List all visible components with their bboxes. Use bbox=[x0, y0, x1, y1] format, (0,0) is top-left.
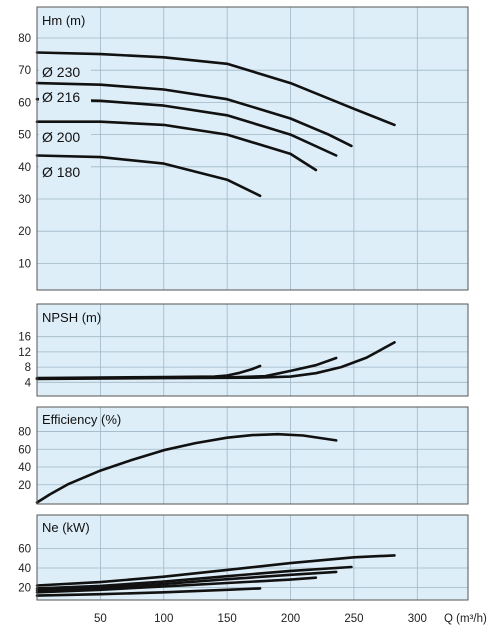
y-tick-label: 60 bbox=[18, 97, 31, 109]
plot-frame bbox=[36, 303, 469, 397]
y-tick-label: 20 bbox=[18, 480, 31, 492]
y-tick-label: 20 bbox=[18, 226, 31, 238]
plot-background bbox=[37, 304, 468, 396]
diameter-label-bg bbox=[39, 63, 91, 81]
y-tick-label: 40 bbox=[18, 162, 31, 174]
series-line bbox=[35, 565, 353, 590]
y-tick-label: 40 bbox=[18, 462, 31, 474]
plot-background bbox=[37, 407, 468, 504]
y-tick-label: 8 bbox=[25, 362, 31, 374]
panel-title: Hm (m) bbox=[42, 13, 85, 28]
diameter-label: Ø 200 bbox=[42, 129, 80, 145]
diameter-label: Ø 216 bbox=[42, 89, 80, 105]
head-panel: 10 20 30 40 50 60 70 80 Ø 230 Ø 216 Ø 200 Ø 180 Hm (… bbox=[18, 6, 469, 291]
plot-frame bbox=[36, 6, 469, 291]
series-line bbox=[35, 576, 318, 594]
y-tick-label: 60 bbox=[18, 444, 31, 456]
diameter-label-bg bbox=[39, 88, 91, 106]
y-tick-label: 30 bbox=[18, 194, 31, 206]
y-tick-label: 60 bbox=[18, 544, 31, 556]
y-tick-label: 16 bbox=[18, 332, 31, 344]
series-line bbox=[35, 570, 338, 592]
series-line bbox=[35, 341, 396, 381]
series-line bbox=[35, 154, 262, 198]
panel-title: Ne (kW) bbox=[42, 520, 90, 535]
y-tick-label: 40 bbox=[18, 563, 31, 575]
x-tick-label: 300 bbox=[408, 613, 427, 625]
y-tick-label: 80 bbox=[18, 427, 31, 439]
x-tick-label: 100 bbox=[154, 613, 173, 625]
y-tick-label: 4 bbox=[25, 377, 32, 389]
plot-background bbox=[37, 7, 468, 290]
x-tick-label: 150 bbox=[218, 613, 237, 625]
series-line bbox=[35, 432, 338, 504]
series-line bbox=[35, 554, 396, 587]
diameter-label-bg bbox=[39, 128, 91, 146]
npsh-panel: 4 8 12 16 NPSH (m) bbox=[18, 303, 469, 397]
diameter-label: Ø 180 bbox=[42, 164, 80, 180]
y-tick-label: 12 bbox=[18, 347, 31, 359]
x-tick-label: 50 bbox=[94, 613, 107, 625]
y-tick-label: 70 bbox=[18, 65, 31, 77]
x-tick-label: 250 bbox=[344, 613, 363, 625]
diameter-label: Ø 230 bbox=[42, 64, 80, 80]
series-line bbox=[35, 587, 262, 597]
x-tick-label: 200 bbox=[281, 613, 300, 625]
series-line bbox=[35, 51, 396, 127]
y-tick-label: 80 bbox=[18, 33, 31, 45]
y-tick-label: 20 bbox=[18, 582, 31, 594]
panel-title: Efficiency (%) bbox=[42, 412, 121, 427]
x-axis-title: Q (m³/h) bbox=[444, 613, 487, 625]
series-line bbox=[35, 81, 353, 148]
power-panel: 20 40 60 Ne (kW) bbox=[18, 514, 469, 601]
efficiency-panel: 20 40 60 80 Efficiency (%) bbox=[18, 406, 469, 505]
y-tick-label: 50 bbox=[18, 130, 31, 142]
plot-frame bbox=[36, 514, 469, 601]
y-tick-label: 10 bbox=[18, 258, 31, 270]
plot-frame bbox=[36, 406, 469, 505]
series-line bbox=[35, 120, 318, 172]
panel-title: NPSH (m) bbox=[42, 310, 101, 325]
diameter-label-bg bbox=[39, 163, 91, 181]
